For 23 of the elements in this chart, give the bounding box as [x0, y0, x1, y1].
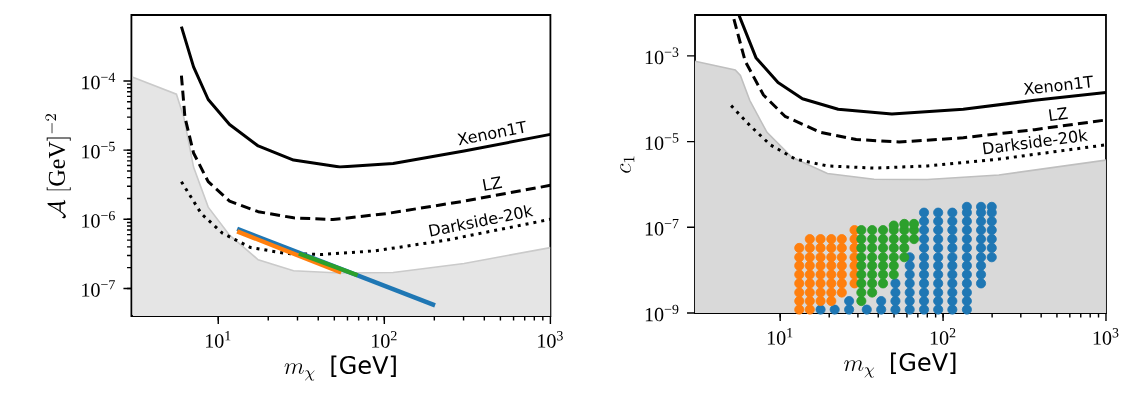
x-axis-title: $m_\chi\;\;\textsf{[GeV]}$ [844, 352, 956, 378]
y-tick-label: 10$^{−4}$ [82, 72, 116, 90]
x-tick-label: 10$^{1}$ [767, 328, 793, 345]
x-tick-label: 10$^{1}$ [206, 331, 231, 348]
x-tick-label: 10$^{3}$ [1093, 328, 1119, 345]
text: LZ [1048, 107, 1068, 122]
y-tick-label: 10$^{−7}$ [82, 280, 115, 297]
x-tick-label: 10$^{2}$ [372, 331, 397, 348]
y-axis-title: $\mathcal{A}\;[\mathrm{GeV}]^{-2}$ [45, 113, 71, 219]
y-tick-label: 10$^{−3}$ [645, 47, 679, 65]
x-axis-title: $m_\chi\;\;\textsf{[GeV]}$ [284, 355, 396, 381]
y-tick-label: 10$^{−7}$ [645, 218, 679, 236]
y-tick-label: 10$^{−5}$ [645, 133, 679, 150]
y-axis-title: $c_1$ [620, 156, 635, 173]
x-tick-label: 10$^{3}$ [538, 331, 563, 348]
text: LZ [482, 176, 503, 191]
x-tick-label: 10$^{2}$ [930, 328, 956, 345]
text: Xenon1T [1023, 75, 1093, 95]
y-tick-label: 10$^{−5}$ [82, 141, 115, 159]
y-tick-label: 10$^{−9}$ [645, 304, 679, 322]
text: Xenon1T [457, 120, 526, 146]
text: Darkside-20k [982, 129, 1089, 155]
y-tick-label: 10$^{−6}$ [82, 210, 115, 228]
